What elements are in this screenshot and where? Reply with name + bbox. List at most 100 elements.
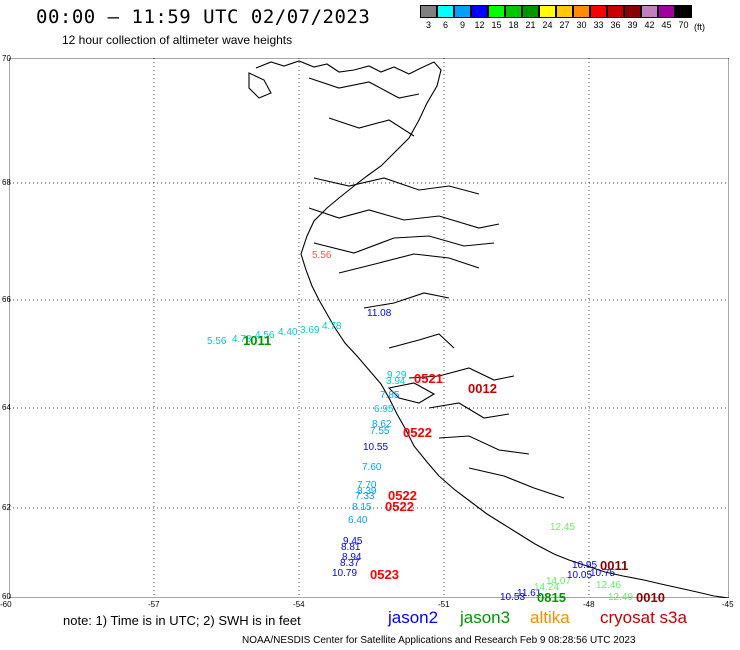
sat-cryosat-s3a: cryosat s3a: [600, 608, 687, 627]
scale-swatch-color: [521, 5, 539, 18]
scale-swatch-color: [640, 5, 658, 18]
scale-swatch-label: 15: [491, 20, 502, 30]
track-time: 0815: [537, 590, 566, 605]
scale-swatch-color: [623, 5, 641, 18]
track-value: 14.24: [534, 582, 560, 593]
sat-altika: altika: [530, 608, 570, 627]
track-time: 0010: [636, 590, 665, 605]
scale-swatch: 21: [521, 5, 539, 32]
scale-swatch-color: [589, 5, 607, 18]
track-value: 9.29: [387, 370, 407, 381]
scale-swatch-color: [504, 5, 522, 18]
track-value: 6.95: [374, 404, 394, 415]
track-value: 7.70: [357, 480, 377, 491]
scale-swatch: 9: [453, 5, 471, 32]
scale-swatch: 6: [436, 5, 454, 32]
track-value: 8.37: [340, 558, 360, 569]
track-value: 8.15: [352, 502, 372, 513]
track-value: 11.08: [367, 308, 392, 319]
lat-label-66: 66: [2, 295, 11, 304]
track-value: 10.79: [332, 568, 358, 579]
track-value: 8.39: [357, 486, 377, 497]
lon-label--51: -51: [438, 600, 450, 609]
scale-swatch-color: [436, 5, 454, 18]
scale-swatch-label: 30: [576, 20, 587, 30]
map-title: 00:00 – 11:59 UTC 02/07/2023: [36, 6, 371, 28]
scale-swatch-label: 70: [678, 20, 689, 30]
scale-swatch: 12: [470, 5, 488, 32]
scale-swatch-color: [538, 5, 556, 18]
wave-height-map: [9, 58, 729, 598]
scale-swatch-color: [470, 5, 488, 18]
track-time: 0012: [468, 381, 497, 396]
track-time: 0011: [600, 558, 629, 573]
scale-swatch-label: 33: [593, 20, 604, 30]
lat-label-70: 70: [2, 54, 11, 63]
track-value: 7.33: [355, 491, 375, 502]
track-value: 4.78: [322, 321, 342, 332]
scale-swatch-color: [572, 5, 590, 18]
scale-swatch: 39: [623, 5, 641, 32]
scale-swatch-label: 21: [525, 20, 536, 30]
track-value: 8.62: [372, 419, 392, 430]
scale-swatch: 30: [572, 5, 590, 32]
scale-swatch-color: [453, 5, 471, 18]
track-value: 3.94: [386, 376, 406, 387]
credit-line: NOAA/NESDIS Center for Satellite Applica…: [242, 635, 636, 646]
scale-swatch-color: [419, 5, 437, 18]
track-time: 0522: [388, 488, 417, 503]
scale-swatch: 24: [538, 5, 556, 32]
scale-swatch: 3: [419, 5, 437, 32]
track-value: 7.60: [362, 462, 382, 473]
track-value: 12.49: [608, 592, 634, 603]
track-value: 14.07: [546, 576, 572, 587]
track-value: 12.45: [550, 522, 576, 533]
track-value: 10.55: [363, 442, 389, 453]
lon-label--57: -57: [148, 600, 160, 609]
track-time: 1011: [243, 333, 272, 348]
lat-label-60: 60: [2, 592, 11, 601]
scale-swatch-color: [606, 5, 624, 18]
color-scale-legend: 3 6 9 12 15 18 21 24 27 30 33 36 39 42 45 70 (ft): [419, 5, 705, 32]
scale-swatch: 33: [589, 5, 607, 32]
scale-swatch-label: 12: [474, 20, 485, 30]
scale-swatch-label: 9: [459, 20, 465, 30]
track-value: 4.78: [232, 334, 252, 345]
track-value: 3.69: [300, 325, 320, 336]
track-value: 6.40: [348, 515, 368, 526]
track-value: 10.05: [567, 570, 593, 581]
lon-label--60: -60: [0, 600, 12, 609]
track-value: 11.61: [517, 588, 542, 599]
track-value: 7.85: [380, 390, 400, 401]
scale-swatch: 27: [555, 5, 573, 32]
scale-swatch: 45: [657, 5, 675, 32]
lat-label-68: 68: [2, 178, 11, 187]
track-value: 7.55: [370, 426, 390, 437]
scale-swatch-color: [487, 5, 505, 18]
scale-swatch: 70: [674, 5, 692, 32]
scale-swatch-label: 36: [610, 20, 621, 30]
track-value: 4.56: [255, 330, 275, 341]
track-value: 10.95: [572, 560, 598, 571]
track-time: 0522: [385, 499, 414, 514]
scale-swatch-color: [657, 5, 675, 18]
sat-jason3: jason3: [460, 608, 511, 627]
scale-swatch-label: 39: [627, 20, 638, 30]
scale-swatch-label: 18: [508, 20, 519, 30]
track-value: 12.46: [596, 580, 622, 591]
track-value: 5.56: [312, 250, 332, 261]
track-time: 0521: [414, 371, 443, 386]
grid: [9, 58, 729, 598]
track-time: 0523: [370, 567, 399, 582]
scale-swatch: 36: [606, 5, 624, 32]
lon-label--54: -54: [293, 600, 305, 609]
track-value: 8.94: [342, 552, 362, 563]
scale-swatch-label: 6: [442, 20, 448, 30]
scale-swatch-label: 27: [559, 20, 570, 30]
scale-swatch-label: 42: [644, 20, 655, 30]
map-subtitle: 12 hour collection of altimeter wave hei…: [62, 33, 293, 47]
track-value: 10.53: [500, 592, 526, 603]
lon-label--48: -48: [583, 600, 595, 609]
scale-swatch: 18: [504, 5, 522, 32]
